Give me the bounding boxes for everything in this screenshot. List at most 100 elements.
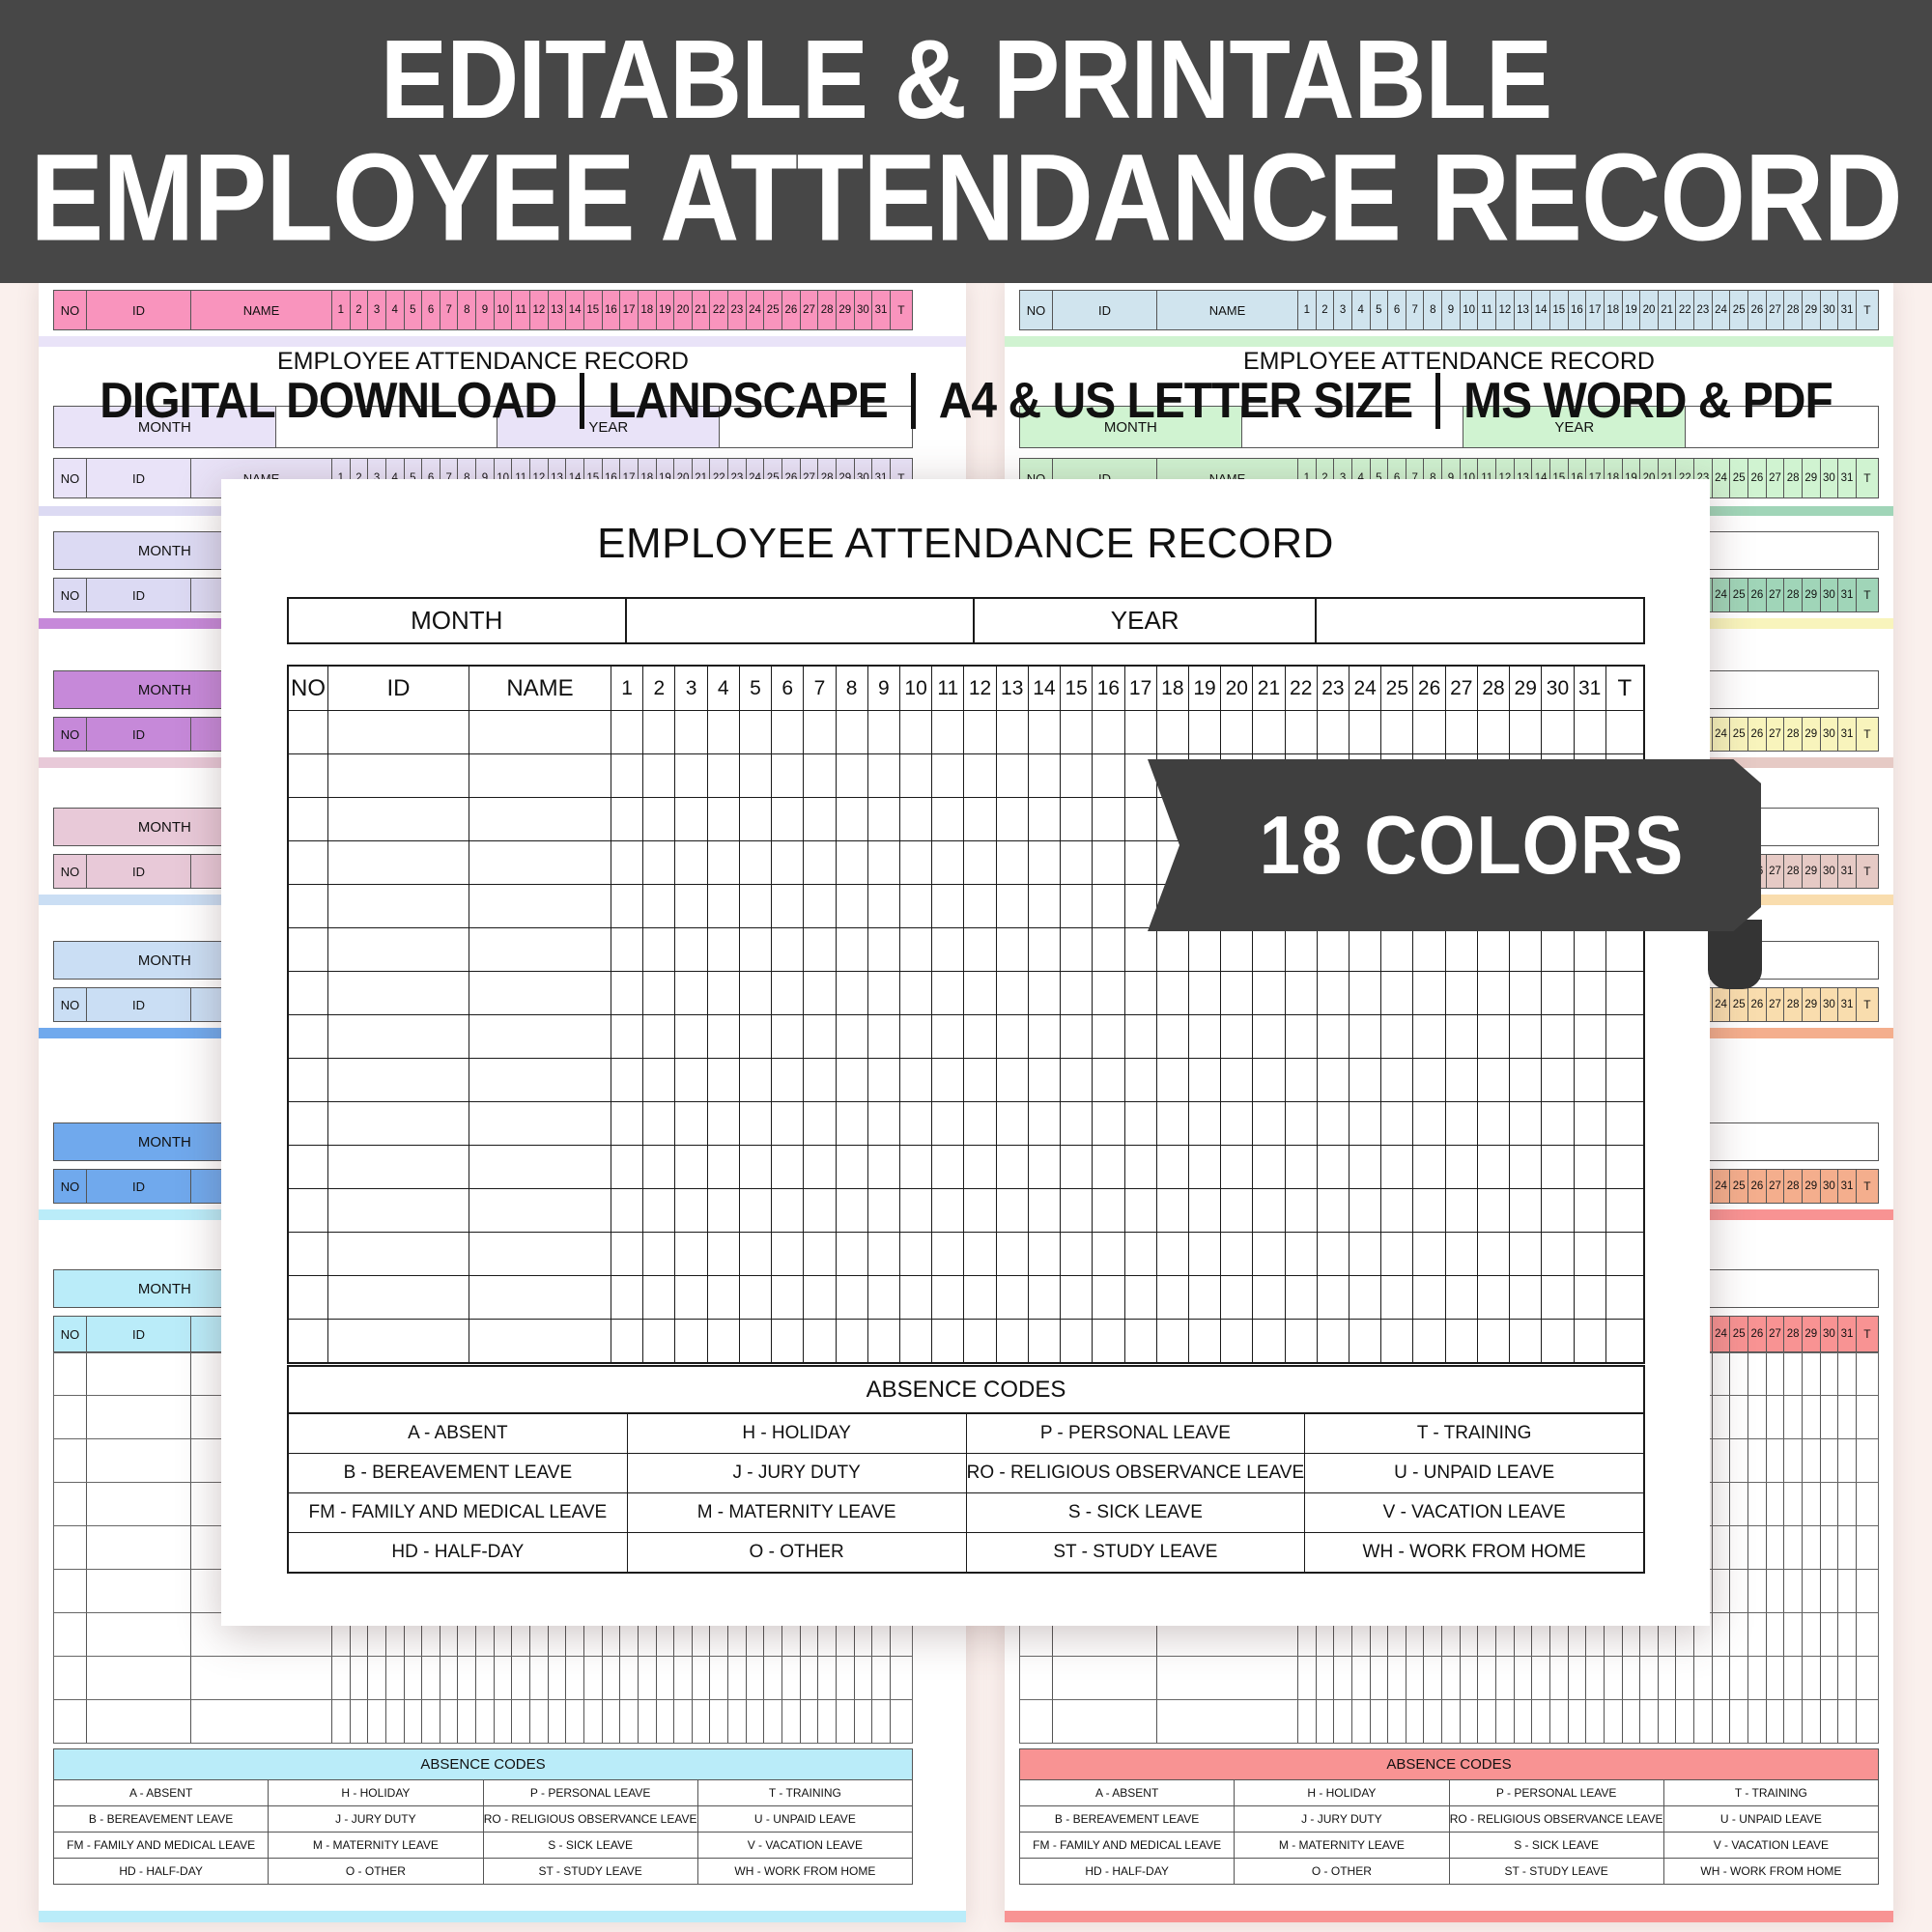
grid-day-cell — [495, 1657, 513, 1699]
row-day-cell — [1125, 1059, 1157, 1101]
year-value-cell — [1686, 1270, 1878, 1307]
grid-day-cell — [386, 1657, 405, 1699]
col-day-label: 3 — [1334, 459, 1352, 497]
row-day-cell — [837, 1102, 868, 1145]
grid-no-cell — [54, 1396, 87, 1438]
grid-day-cell — [1317, 1657, 1335, 1699]
grid-day-cell — [530, 1613, 549, 1656]
grid-day-cell — [1748, 1613, 1767, 1656]
row-day-cell — [1575, 1015, 1606, 1058]
format-info-segment: DIGITAL DOWNLOAD — [99, 373, 557, 429]
col-id-label: ID — [87, 718, 191, 751]
row-day-cell — [964, 1146, 997, 1188]
grid-day-cell — [1838, 1657, 1857, 1699]
row-day-cell — [1318, 1146, 1350, 1188]
row-day-cell — [1189, 1015, 1222, 1058]
absence-code-cell: P - PERSONAL LEAVE — [484, 1780, 698, 1805]
row-name-cell — [469, 1320, 611, 1362]
row-id-cell — [328, 1102, 469, 1145]
grid-total-cell — [891, 1657, 912, 1699]
row-day-cell — [1253, 972, 1286, 1014]
grid-day-cell — [1424, 1613, 1443, 1656]
col-day-label: 26 — [1748, 459, 1767, 497]
row-day-cell — [804, 972, 837, 1014]
col-id-label: ID — [87, 579, 191, 611]
row-day-cell — [675, 928, 708, 971]
row-day-cell — [675, 1276, 708, 1319]
row-day-cell — [837, 1059, 868, 1101]
absence-code-cell: B - BEREAVEMENT LEAVE — [54, 1806, 270, 1832]
row-day-cell — [708, 1189, 740, 1232]
grid-day-cell — [1767, 1439, 1785, 1482]
separator-bar — [910, 373, 916, 429]
absence-code-cell: V - VACATION LEAVE — [1713, 1838, 1830, 1852]
grid-day-cell — [801, 1657, 819, 1699]
grid-day-cell — [368, 1700, 386, 1743]
grid-day-cell — [747, 1657, 765, 1699]
row-day-cell — [772, 885, 805, 927]
col-no-label: NO — [54, 459, 87, 497]
row-day-cell — [1125, 841, 1157, 884]
row-day-cell — [868, 1059, 900, 1101]
row-day-cell — [964, 1102, 997, 1145]
row-day-cell — [804, 1102, 837, 1145]
row-day-cell — [1446, 1059, 1478, 1101]
col-id-label: ID — [87, 291, 191, 329]
col-no-label: NO — [289, 667, 328, 710]
col-day-label: 31 — [1838, 459, 1857, 497]
row-day-cell — [1446, 1189, 1478, 1232]
absence-code-cell: O - OTHER — [269, 1859, 484, 1884]
row-day-cell — [1286, 1059, 1318, 1101]
row-day-cell — [1061, 1276, 1094, 1319]
col-day-label: 2 — [1317, 459, 1335, 497]
row-day-cell — [1510, 711, 1543, 753]
row-day-cell — [643, 711, 676, 753]
grid-day-cell — [1352, 1657, 1371, 1699]
absence-codes-row: HD - HALF-DAY O - OTHER ST - STUDY LEAVE WH… — [54, 1859, 912, 1884]
grid-day-cell — [1767, 1526, 1785, 1569]
row-day-cell — [900, 1059, 933, 1101]
grid-id-cell — [87, 1439, 191, 1482]
year-value-cell — [1686, 671, 1878, 708]
row-day-cell — [1318, 928, 1350, 971]
month-value-cell — [1242, 407, 1464, 447]
grid-total-cell — [1857, 1613, 1878, 1656]
grid-day-cell — [386, 1613, 405, 1656]
grid-day-cell — [1803, 1657, 1821, 1699]
grid-day-cell — [422, 1613, 440, 1656]
grid-name-cell — [1157, 1657, 1298, 1699]
grid-day-cell — [782, 1613, 801, 1656]
row-day-cell — [1093, 798, 1125, 840]
grid-day-cell — [549, 1657, 567, 1699]
row-day-cell — [804, 1146, 837, 1188]
row-name-cell — [469, 1015, 611, 1058]
grid-day-cell — [1406, 1657, 1425, 1699]
grid-day-cell — [657, 1657, 675, 1699]
row-day-cell — [675, 754, 708, 797]
row-day-cell — [804, 1015, 837, 1058]
absence-codes-title: ABSENCE CODES — [54, 1749, 912, 1780]
row-day-cell — [1253, 1102, 1286, 1145]
row-day-cell — [804, 1320, 837, 1362]
row-day-cell — [740, 754, 773, 797]
grid-day-cell — [566, 1700, 584, 1743]
row-day-cell — [1093, 1146, 1125, 1188]
row-day-cell — [675, 1102, 708, 1145]
row-day-cell — [837, 841, 868, 884]
row-day-cell — [1029, 1015, 1062, 1058]
col-day-label: 7 — [440, 459, 459, 497]
grid-day-cell — [1442, 1700, 1461, 1743]
row-day-cell — [1221, 1233, 1254, 1275]
right-bg-month-year-row: MONTH YEAR — [1019, 406, 1879, 448]
row-day-cell — [1381, 711, 1414, 753]
row-day-cell — [1350, 1276, 1382, 1319]
row-name-cell — [469, 841, 611, 884]
attendance-empty-row — [289, 1189, 1643, 1233]
row-day-cell — [708, 1276, 740, 1319]
grid-day-cell — [1694, 1700, 1713, 1743]
grid-day-cell — [1748, 1353, 1767, 1395]
row-day-cell — [772, 1015, 805, 1058]
absence-code-cell: WH - WORK FROM HOME — [1362, 1542, 1586, 1562]
row-day-cell — [611, 1015, 644, 1058]
